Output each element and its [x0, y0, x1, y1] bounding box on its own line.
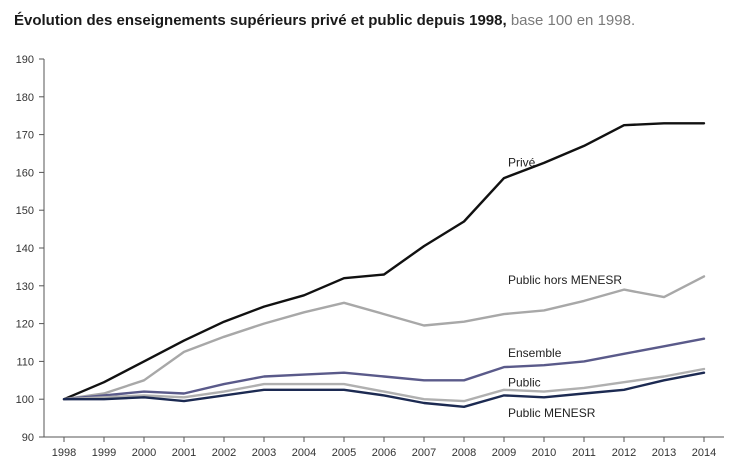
series-line-ensemble	[62, 337, 706, 401]
x-tick-label: 2007	[412, 447, 436, 459]
y-tick-label: 180	[16, 92, 34, 104]
x-tick-label: 2009	[492, 447, 516, 459]
series-label-priv: Privé	[508, 156, 536, 170]
y-tick-label: 90	[22, 432, 34, 444]
x-tick-label: 1998	[52, 447, 76, 459]
x-tick-label: 2006	[372, 447, 396, 459]
series-line-public-menesr	[62, 371, 706, 408]
y-tick-label: 120	[16, 319, 34, 331]
x-tick-label: 2002	[212, 447, 236, 459]
series-label-public: Public	[508, 375, 541, 389]
series-line-priv	[62, 122, 706, 401]
x-tick-label: 2011	[572, 447, 596, 459]
y-tick-label: 130	[16, 281, 34, 293]
chart-title-sub: base 100 en 1998.	[510, 12, 636, 29]
x-tick-label: 2012	[612, 447, 636, 459]
x-tick-label: 2001	[172, 447, 196, 459]
x-tick-label: 2003	[252, 447, 276, 459]
x-tick-label: 2005	[332, 447, 356, 459]
x-tick-label: 2013	[652, 447, 676, 459]
y-tick-label: 100	[16, 394, 34, 406]
x-tick-label: 2004	[292, 447, 316, 459]
y-tick-label: 190	[16, 54, 34, 66]
x-tick-label: 1999	[92, 447, 116, 459]
x-tick-label: 2008	[452, 447, 476, 459]
y-tick-label: 150	[16, 205, 34, 217]
y-tick-label: 170	[16, 130, 34, 142]
y-tick-label: 110	[16, 356, 34, 368]
series-line-public	[62, 367, 706, 403]
series-label-public-menesr: Public MENESR	[508, 406, 596, 420]
chart-title: Évolution des enseignements supérieurs p…	[14, 12, 635, 29]
series-label-ensemble: Ensemble	[508, 346, 562, 360]
series-line-public-hors-menesr	[62, 275, 706, 401]
series-label-public-hors-menesr: Public hors MENESR	[508, 273, 622, 287]
y-tick-label: 140	[16, 243, 34, 255]
x-tick-label: 2000	[132, 447, 156, 459]
y-tick-label: 160	[16, 167, 34, 179]
chart-title-main: Évolution des enseignements supérieurs p…	[14, 12, 507, 29]
x-tick-label: 2010	[532, 447, 556, 459]
x-tick-label: 2014	[692, 447, 716, 459]
